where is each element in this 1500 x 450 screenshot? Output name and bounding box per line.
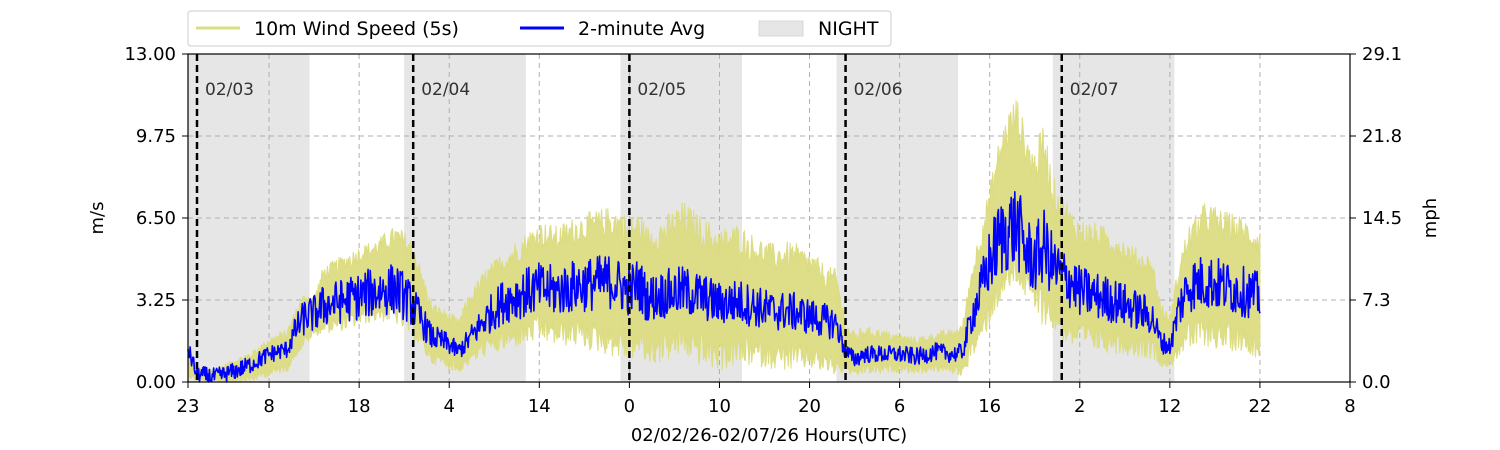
two-minute-avg-line — [187, 191, 1261, 383]
x-tick-label: 8 — [263, 396, 274, 417]
x-tick-label: 23 — [177, 396, 200, 417]
day-marker-label: 02/03 — [205, 80, 254, 100]
day-marker-label: 02/07 — [1070, 80, 1119, 100]
day-marker-label: 02/04 — [421, 80, 470, 100]
y-tick-label-right: 29.1 — [1362, 44, 1402, 65]
y-axis-title-left: m/s — [87, 202, 108, 235]
y-tick-label-right: 21.8 — [1362, 126, 1402, 147]
x-tick-label: 22 — [1248, 396, 1271, 417]
wind-speed-5s-series — [187, 100, 1261, 384]
legend: 10m Wind Speed (5s) 2-minute Avg NIGHT — [187, 10, 892, 47]
legend-label-wind-speed: 10m Wind Speed (5s) — [254, 18, 459, 40]
day-markers: 02/03 02/04 02/05 02/06 02/07 — [195, 54, 1119, 382]
y-tick-label: 13.00 — [124, 44, 176, 65]
x-axis-title: 02/02/26-02/07/26 Hours(UTC) — [631, 425, 907, 446]
x-tick-label: 18 — [348, 396, 371, 417]
legend-label-2min-avg: 2-minute Avg — [578, 18, 705, 40]
y-tick-label-right: 7.3 — [1362, 290, 1391, 311]
y-tick-label: 6.50 — [136, 208, 176, 229]
x-tick-label: 14 — [528, 396, 551, 417]
y-tick-label-right: 0.0 — [1362, 372, 1391, 393]
y-tick-label-right: 14.5 — [1362, 208, 1402, 229]
x-tick-label: 10 — [708, 396, 731, 417]
y-axis-title-right: mph — [1420, 198, 1441, 238]
x-tick-label: 6 — [894, 396, 905, 417]
legend-label-night: NIGHT — [818, 18, 879, 40]
y-axis-ticks-right: 0.0 7.3 14.5 21.8 29.1 — [1350, 44, 1402, 393]
x-tick-label: 12 — [1158, 396, 1181, 417]
x-tick-label: 8 — [1344, 396, 1355, 417]
x-tick-label: 16 — [978, 396, 1001, 417]
x-tick-label: 0 — [624, 396, 635, 417]
y-tick-label: 0.00 — [136, 372, 176, 393]
x-tick-label: 20 — [798, 396, 821, 417]
legend-swatch-night — [758, 20, 804, 37]
day-marker-label: 02/05 — [637, 80, 686, 100]
wind-speed-5s-band — [187, 100, 1261, 384]
x-tick-label: 2 — [1074, 396, 1085, 417]
day-marker-label: 02/06 — [854, 80, 903, 100]
y-tick-label: 9.75 — [136, 126, 176, 147]
two-minute-avg-series — [187, 191, 1261, 383]
x-tick-label: 4 — [443, 396, 454, 417]
x-axis-ticks: 23 8 18 4 14 0 10 20 6 16 2 12 22 8 — [177, 382, 1356, 417]
y-axis-ticks-left: 0.00 3.25 6.50 9.75 13.00 — [124, 44, 188, 393]
y-tick-label: 3.25 — [136, 290, 176, 311]
